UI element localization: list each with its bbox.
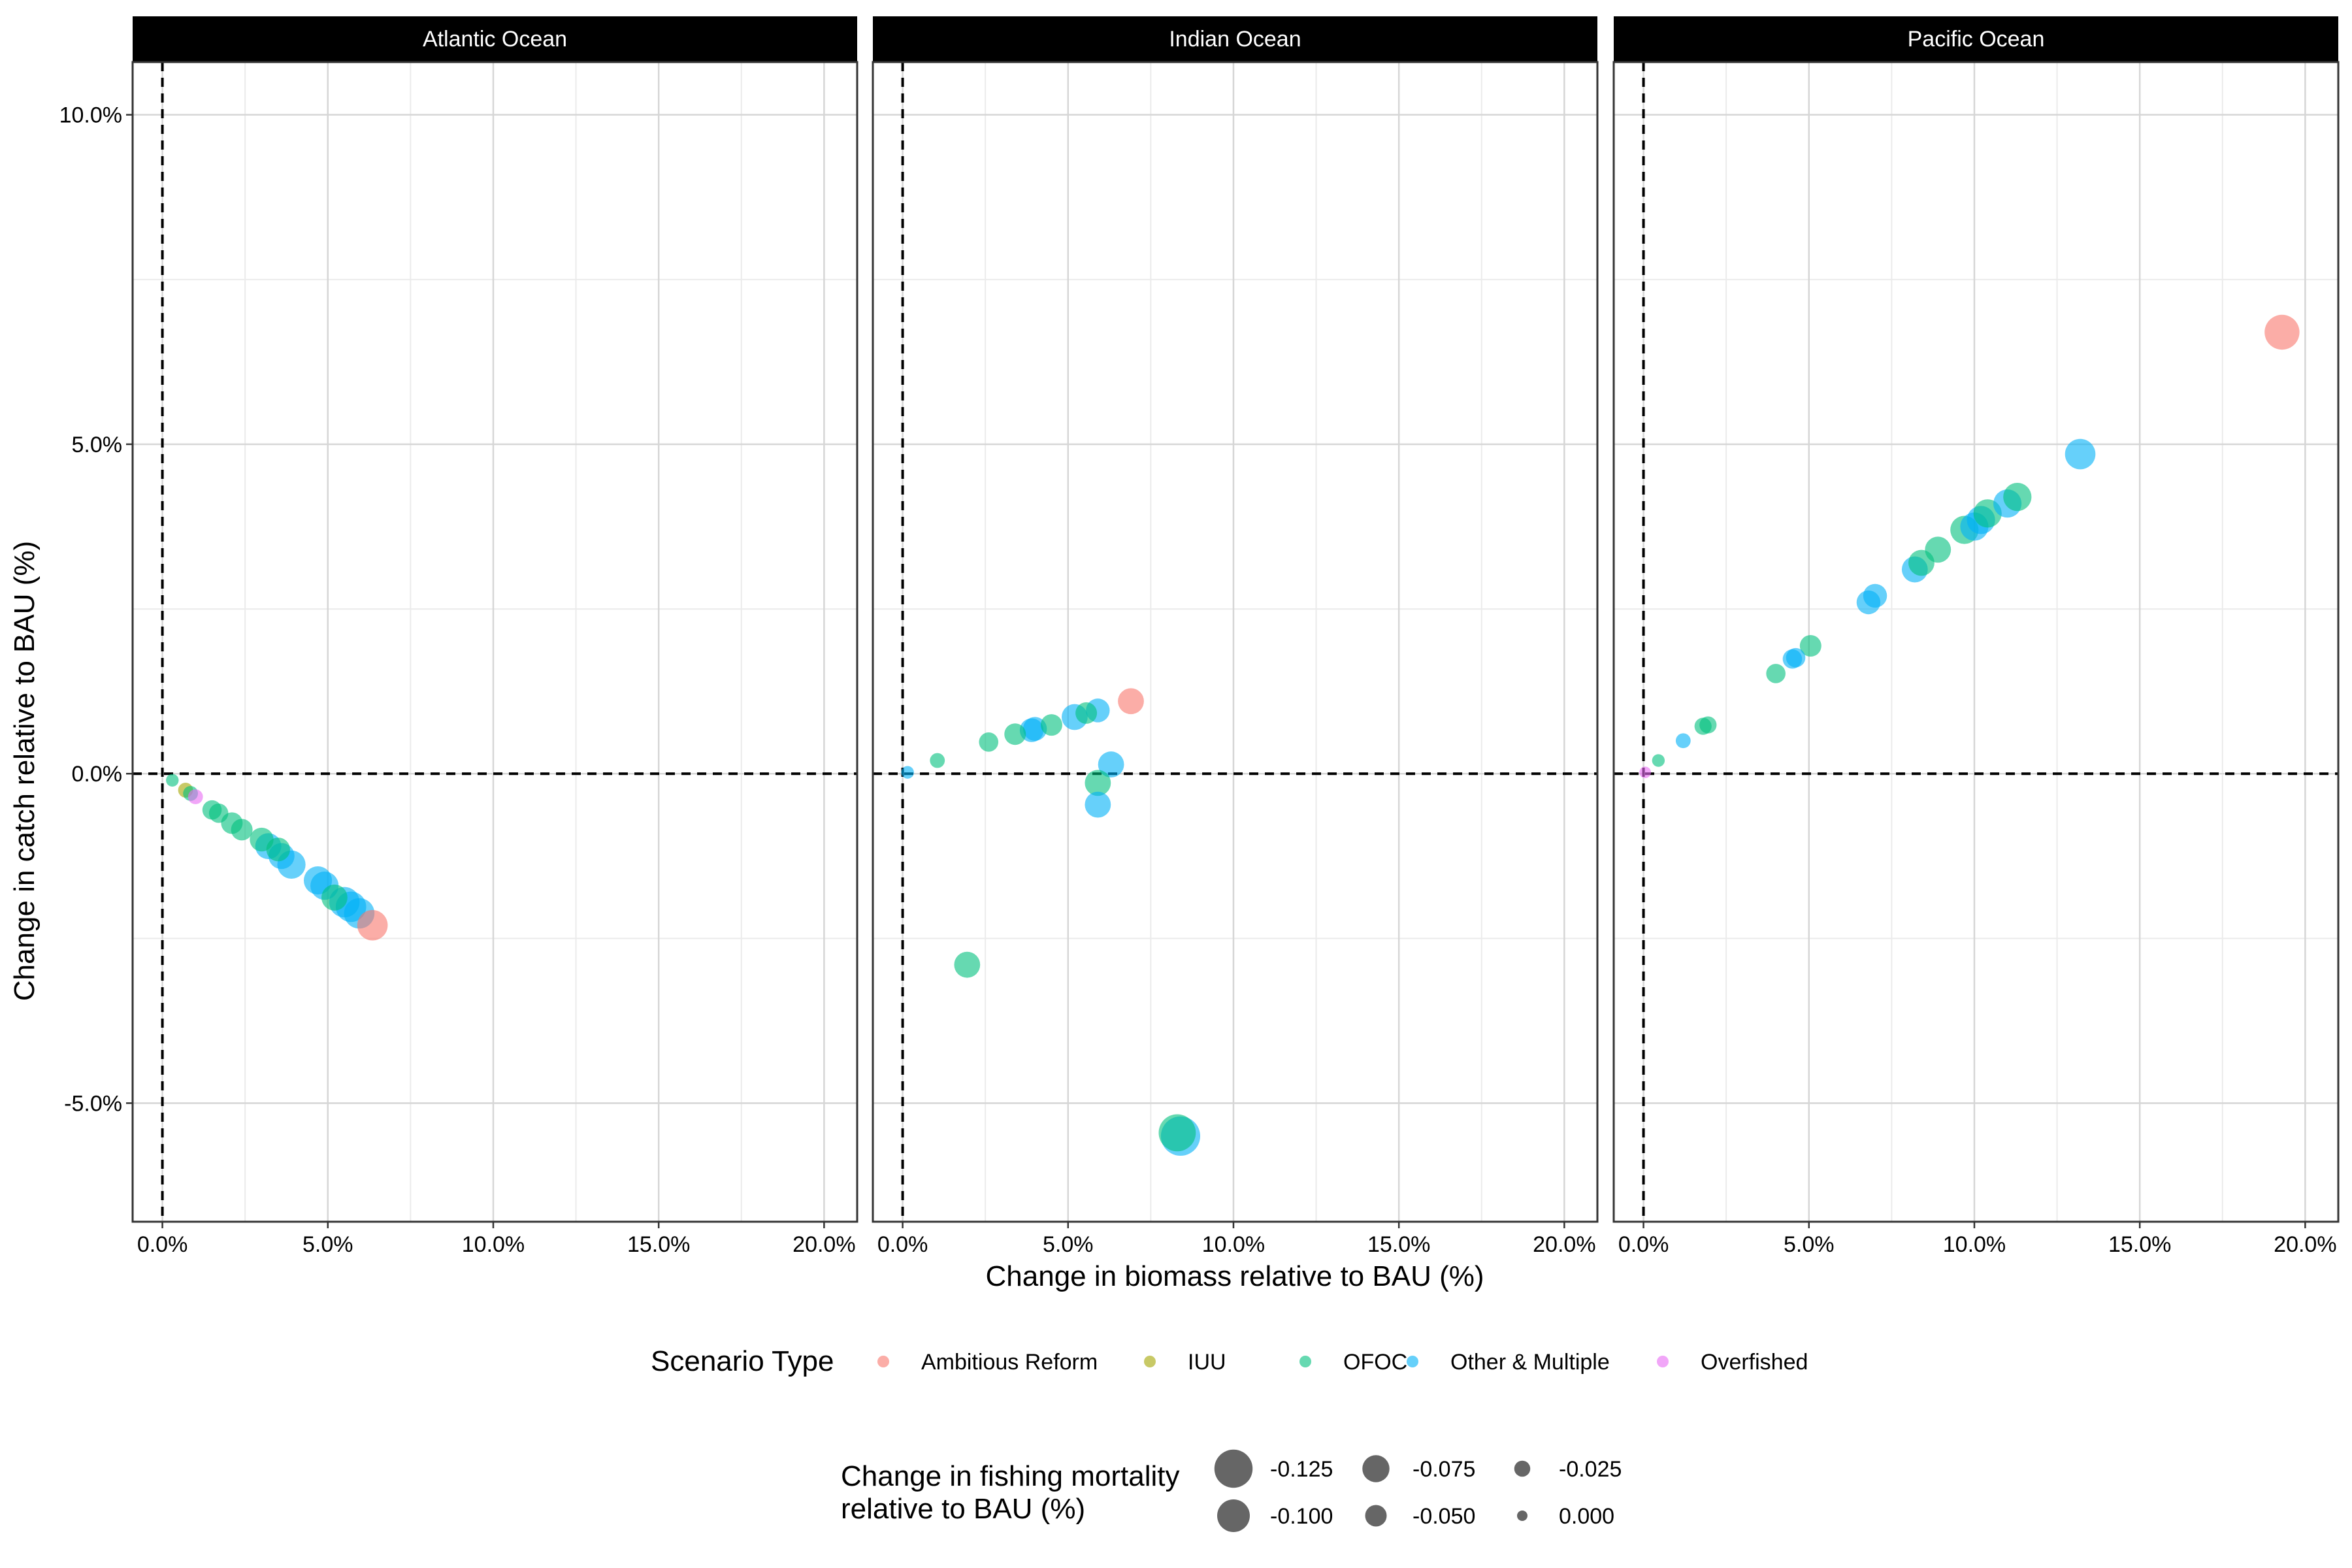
size-legend: Change in fishing mortality relative to … — [841, 1449, 1622, 1532]
color-legend-key — [1299, 1356, 1311, 1367]
facet-panel: Atlantic Ocean 0.0% 5.0% 10.0% 15.0% 20.0% -5.… — [59, 16, 858, 1257]
data-point — [1699, 716, 1717, 734]
x-tick-label: 20.0% — [2274, 1232, 2336, 1257]
y-tick-label: 10.0% — [59, 103, 122, 128]
facet-strip-label: Atlantic Ocean — [423, 27, 567, 52]
panel-border — [1612, 61, 2340, 1223]
panel-border — [131, 61, 858, 1223]
data-point — [1158, 1114, 1196, 1152]
x-tick-label: 5.0% — [1784, 1232, 1835, 1257]
color-legend-label: Ambitious Reform — [921, 1350, 1098, 1375]
size-legend-label: -0.075 — [1413, 1457, 1475, 1482]
data-point — [1004, 723, 1026, 745]
size-legend-key — [1217, 1499, 1250, 1532]
data-point — [266, 837, 291, 862]
data-point — [2065, 438, 2096, 470]
color-legend-label: Overfished — [1701, 1350, 1808, 1375]
size-legend-label: -0.125 — [1270, 1457, 1333, 1482]
data-point — [166, 774, 179, 787]
x-tick-label: 10.0% — [1943, 1232, 2006, 1257]
data-point — [1040, 714, 1062, 736]
data-point — [1118, 688, 1144, 715]
facet-strip-label: Indian Ocean — [1169, 27, 1301, 52]
data-point — [321, 884, 348, 911]
data-point — [188, 789, 203, 804]
data-point — [1766, 664, 1786, 683]
color-legend-key — [1144, 1356, 1156, 1367]
x-tick-label: 0.0% — [877, 1232, 928, 1257]
data-point — [1085, 770, 1111, 796]
y-axis-title: Change in catch relative to BAU (%) — [8, 541, 41, 1001]
data-point — [1639, 766, 1651, 779]
data-point — [930, 753, 945, 768]
x-tick-label: 0.0% — [1618, 1232, 1669, 1257]
data-point — [1925, 536, 1952, 563]
data-point — [357, 909, 388, 941]
facet-strip-label: Pacific Ocean — [1908, 27, 2045, 52]
data-point — [979, 732, 999, 752]
data-point — [1652, 754, 1665, 767]
data-point — [1085, 791, 1111, 818]
color-legend-key — [877, 1356, 889, 1367]
data-point — [1022, 717, 1047, 741]
data-point — [954, 951, 981, 978]
x-tick-label: 15.0% — [2108, 1232, 2171, 1257]
data-point — [208, 803, 229, 823]
color-legend-title: Scenario Type — [651, 1345, 834, 1377]
x-tick-label: 10.0% — [462, 1232, 525, 1257]
facet-panels: Atlantic Ocean 0.0% 5.0% 10.0% 15.0% 20.0% -5.… — [59, 16, 2340, 1257]
size-legend-key — [1214, 1449, 1253, 1488]
axis-titles: Change in biomass relative to BAU (%) Ch… — [8, 541, 1484, 1292]
data-point — [2264, 314, 2300, 350]
size-legend-label: -0.100 — [1270, 1504, 1333, 1529]
x-tick-label: 20.0% — [1533, 1232, 1595, 1257]
data-point — [1098, 751, 1124, 777]
x-tick-label: 20.0% — [792, 1232, 855, 1257]
facet-strip — [1614, 16, 2338, 62]
color-legend-label: Other & Multiple — [1450, 1350, 1610, 1375]
data-point — [1863, 583, 1887, 608]
data-point — [1786, 647, 1806, 668]
x-tick-label: 15.0% — [1367, 1232, 1430, 1257]
size-legend-title-line2: relative to BAU (%) — [841, 1493, 1085, 1525]
x-tick-label: 5.0% — [1043, 1232, 1094, 1257]
facet-panel: Indian Ocean 0.0% 5.0% 10.0% 15.0% 20.0% — [872, 16, 1599, 1257]
facet-strip — [873, 16, 1597, 62]
facet-panel: Pacific Ocean 0.0% 5.0% 10.0% 15.0% 20.0% — [1612, 16, 2340, 1257]
size-legend-key — [1365, 1505, 1387, 1527]
color-legend-key — [1657, 1356, 1669, 1367]
data-point — [231, 819, 253, 841]
size-legend-label: 0.000 — [1559, 1504, 1614, 1529]
data-point — [1799, 635, 1821, 657]
size-legend-label: -0.025 — [1559, 1457, 1622, 1482]
x-tick-label: 15.0% — [627, 1232, 690, 1257]
data-point — [1675, 733, 1691, 749]
color-legend-label: IUU — [1188, 1350, 1226, 1375]
data-point — [2003, 483, 2032, 512]
size-legend-title-line1: Change in fishing mortality — [841, 1460, 1179, 1492]
data-point — [1075, 702, 1098, 724]
x-tick-label: 0.0% — [137, 1232, 188, 1257]
x-tick-label: 10.0% — [1202, 1232, 1265, 1257]
facet-strip — [133, 16, 857, 62]
size-legend-key — [1514, 1460, 1531, 1477]
x-tick-label: 5.0% — [302, 1232, 353, 1257]
size-legend-label: -0.050 — [1413, 1504, 1475, 1529]
y-tick-label: 5.0% — [72, 433, 123, 457]
size-legend-key — [1362, 1455, 1390, 1482]
x-axis-title: Change in biomass relative to BAU (%) — [986, 1260, 1484, 1292]
color-legend: Scenario Type Ambitious Reform IUU OFOC Oth… — [651, 1345, 1808, 1377]
y-tick-label: 0.0% — [72, 762, 123, 787]
color-legend-key — [1407, 1356, 1418, 1367]
color-legend-label: OFOC — [1343, 1350, 1407, 1375]
panel-border — [872, 61, 1599, 1223]
y-tick-label: -5.0% — [64, 1091, 122, 1116]
size-legend-key — [1517, 1511, 1527, 1521]
data-point — [901, 766, 914, 779]
